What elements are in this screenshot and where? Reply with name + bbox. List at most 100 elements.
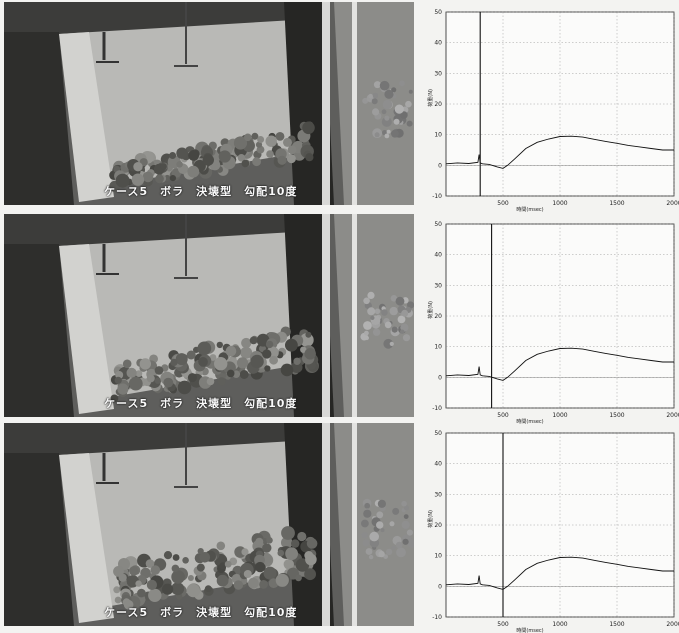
gravel-stone [264, 365, 271, 372]
wall-stone [376, 521, 384, 529]
gravel-stone [204, 585, 212, 593]
gravel-stone [142, 171, 154, 183]
gravel-stone [145, 559, 155, 568]
gravel-stone [290, 361, 303, 373]
gravel-stone [297, 531, 307, 542]
wall-stone [368, 93, 373, 99]
gravel-stone [302, 121, 315, 135]
wall-stone [392, 507, 400, 515]
gravel-stone [237, 154, 246, 162]
gravel-stone [275, 132, 285, 141]
flume-photo-svg [4, 214, 414, 417]
gravel-stone [171, 582, 185, 596]
wall-stone [376, 511, 384, 519]
flume-photo-2: ケース5 ボラ 決壊型 勾配10度 [4, 214, 414, 417]
wall-stone [394, 104, 404, 114]
gravel-stone [266, 537, 273, 544]
wall-stone [385, 548, 393, 556]
wall-stone [381, 116, 392, 127]
y-tick-label: 20 [434, 313, 442, 320]
wall-stone [401, 500, 407, 507]
y-tick-label: 0 [438, 374, 442, 381]
wall-stone [383, 338, 394, 349]
gravel-stone [216, 341, 223, 349]
y-tick-label: 50 [434, 9, 442, 16]
flume-photo-svg [4, 2, 414, 205]
wall-stone [367, 291, 375, 299]
gravel-stone [254, 561, 266, 573]
y-axis-title: 荷重(N) [427, 301, 434, 319]
gravel-stone [304, 551, 314, 560]
wall-stone [403, 514, 409, 519]
wall-stone [368, 554, 374, 560]
gravel-stone [269, 355, 278, 365]
left-wall [4, 453, 74, 626]
gravel-stone [225, 345, 237, 357]
y-tick-label: -10 [432, 614, 442, 621]
load-chart-1: 50 40 30 20 10 0 -10 500 1000 1500 2000 時間(msec) 荷重(… [418, 0, 679, 213]
wall-stone [371, 98, 378, 105]
y-axis-title: 荷重(N) [427, 510, 434, 528]
wall-stone [405, 100, 412, 108]
y-axis-title: 荷重(N) [427, 89, 434, 107]
x-tick-label: 1000 [552, 200, 567, 207]
wall-stone [367, 307, 376, 316]
wall-stone [400, 111, 408, 119]
flume-photo-3: ケース5 ボラ 決壊型 勾配10度 [4, 423, 414, 626]
gravel-stone [304, 348, 316, 360]
gravel-stone [175, 353, 188, 366]
gravel-stone [293, 357, 301, 365]
x-tick-label: 2000 [666, 200, 679, 207]
wall-stone [401, 520, 410, 529]
gravel-stone [186, 350, 196, 360]
y-tick-label: 0 [438, 162, 442, 169]
wall-stone [406, 529, 413, 536]
vertical-rail [352, 214, 357, 417]
wall-stone [407, 301, 414, 309]
wall-stone [373, 81, 381, 89]
wall-stone [364, 330, 369, 336]
gravel-stone [217, 377, 226, 386]
top-beam [4, 214, 304, 254]
gravel-stone [126, 367, 137, 378]
gravel-stone [171, 570, 185, 584]
x-tick-label: 2000 [666, 621, 679, 628]
gravel-stone [188, 150, 200, 161]
gravel-stone [214, 357, 228, 371]
vertical-rail [322, 2, 330, 205]
wall-stone [361, 532, 368, 539]
gravel-stone [135, 580, 142, 587]
wall-stone [365, 548, 373, 555]
gravel-stone [281, 536, 293, 549]
gravel-stone [110, 394, 119, 403]
wall-stone [399, 80, 405, 87]
gravel-stone [154, 377, 162, 384]
x-tick-label: 1500 [609, 200, 624, 207]
vertical-rail [322, 214, 330, 417]
x-tick-label: 500 [497, 200, 509, 207]
wall-stone [363, 509, 372, 518]
gravel-stone [239, 370, 249, 379]
gravel-stone [114, 596, 122, 604]
gravel-stone [176, 161, 183, 168]
wall-stone [390, 295, 398, 302]
wall-stone [384, 321, 392, 329]
gravel-stone [224, 560, 232, 568]
load-chart-3: 50 40 30 20 10 0 -10 500 1000 1500 2000 時間(msec) 荷重(… [418, 421, 679, 633]
gravel-stone [251, 132, 259, 140]
photo-caption: ケース5 ボラ 決壊型 勾配10度 [104, 185, 298, 198]
gravel-stone [216, 541, 226, 551]
gravel-stone [295, 574, 302, 582]
wall-stone [396, 547, 406, 558]
wall-stone [384, 133, 390, 139]
gravel-stone [240, 346, 253, 359]
gravel-stone [172, 554, 180, 561]
gravel-stone [248, 577, 259, 589]
wall-stone [374, 308, 381, 315]
gravel-stone [187, 373, 197, 383]
gravel-stone [198, 357, 208, 367]
gravel-stone [129, 566, 139, 576]
y-tick-label: 10 [434, 553, 442, 560]
gravel-stone [236, 357, 249, 369]
gravel-stone [139, 358, 151, 370]
